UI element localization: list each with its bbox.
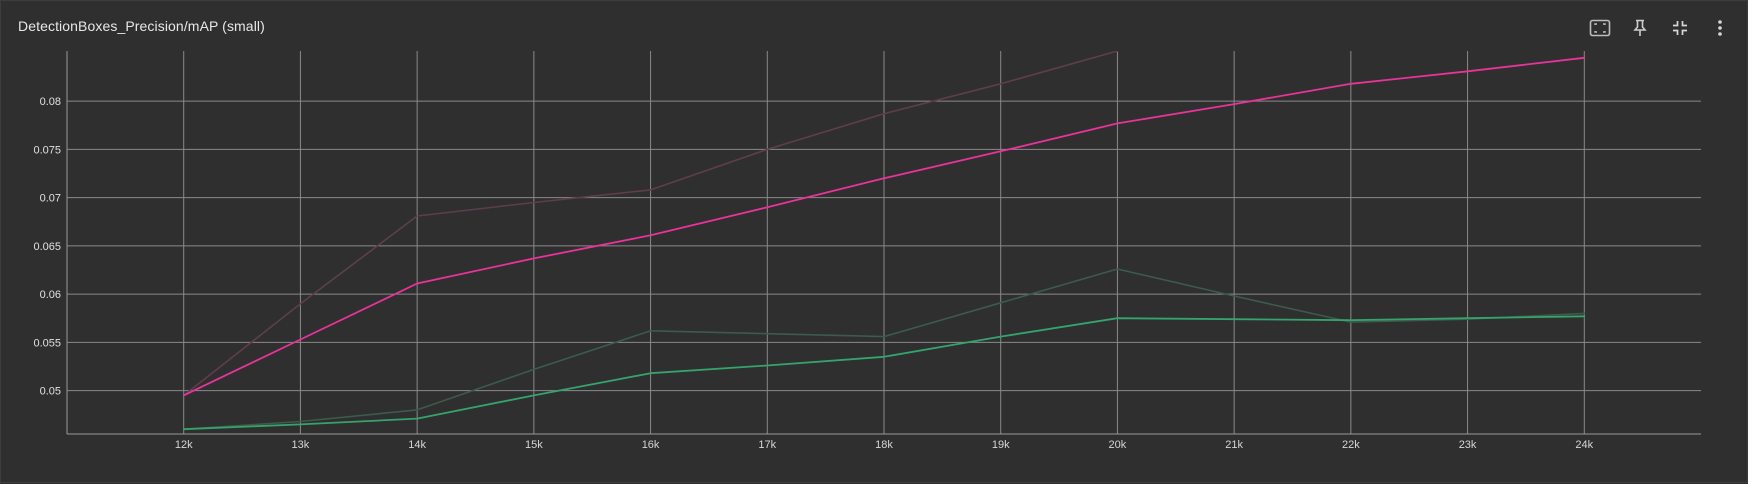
x-tick-label: 15k (525, 439, 543, 451)
y-tick-label: 0.07 (40, 193, 61, 205)
collapse-button[interactable] (1667, 15, 1693, 41)
grid (67, 51, 1701, 434)
x-tick-label: 12k (175, 439, 193, 451)
pin-icon (1633, 19, 1647, 36)
y-tick-label: 0.065 (33, 241, 61, 253)
x-tick-label: 16k (642, 439, 660, 451)
tick-labels: 0.05 0.055 0.06 0.065 0.07 0.075 0.08 12k 13k 14k… (33, 96, 1593, 451)
y-tick-label: 0.055 (33, 337, 61, 349)
x-tick-label: 21k (1225, 439, 1243, 451)
more-options-button[interactable] (1707, 15, 1733, 41)
x-tick-label: 20k (1109, 439, 1127, 451)
y-tick-label: 0.075 (33, 144, 61, 156)
x-tick-label: 13k (292, 439, 310, 451)
more-vert-icon (1718, 20, 1722, 36)
axes (66, 51, 1701, 435)
y-tick-label: 0.05 (40, 386, 61, 398)
x-tick-label: 24k (1575, 439, 1593, 451)
pin-button[interactable] (1627, 15, 1653, 41)
collapse-icon (1673, 21, 1687, 35)
fit-domain-icon (1589, 19, 1611, 37)
fit-domain-button[interactable] (1587, 15, 1613, 41)
series-lines (182, 51, 1586, 431)
series-line-4 (182, 315, 1586, 431)
x-tick-label: 19k (992, 439, 1010, 451)
x-tick-label: 22k (1342, 439, 1360, 451)
x-tick-label: 17k (758, 439, 776, 451)
x-tick-label: 23k (1459, 439, 1477, 451)
series-line-2 (182, 56, 1586, 397)
y-tick-label: 0.06 (40, 289, 61, 301)
chart-title: DetectionBoxes_Precision/mAP (small) (18, 18, 265, 34)
series-line-3 (182, 268, 1586, 430)
y-tick-label: 0.08 (40, 96, 61, 108)
x-tick-label: 18k (875, 439, 893, 451)
series-line-1 (182, 51, 1119, 397)
chart-toolbar (1587, 15, 1733, 41)
x-tick-label: 14k (408, 439, 426, 451)
